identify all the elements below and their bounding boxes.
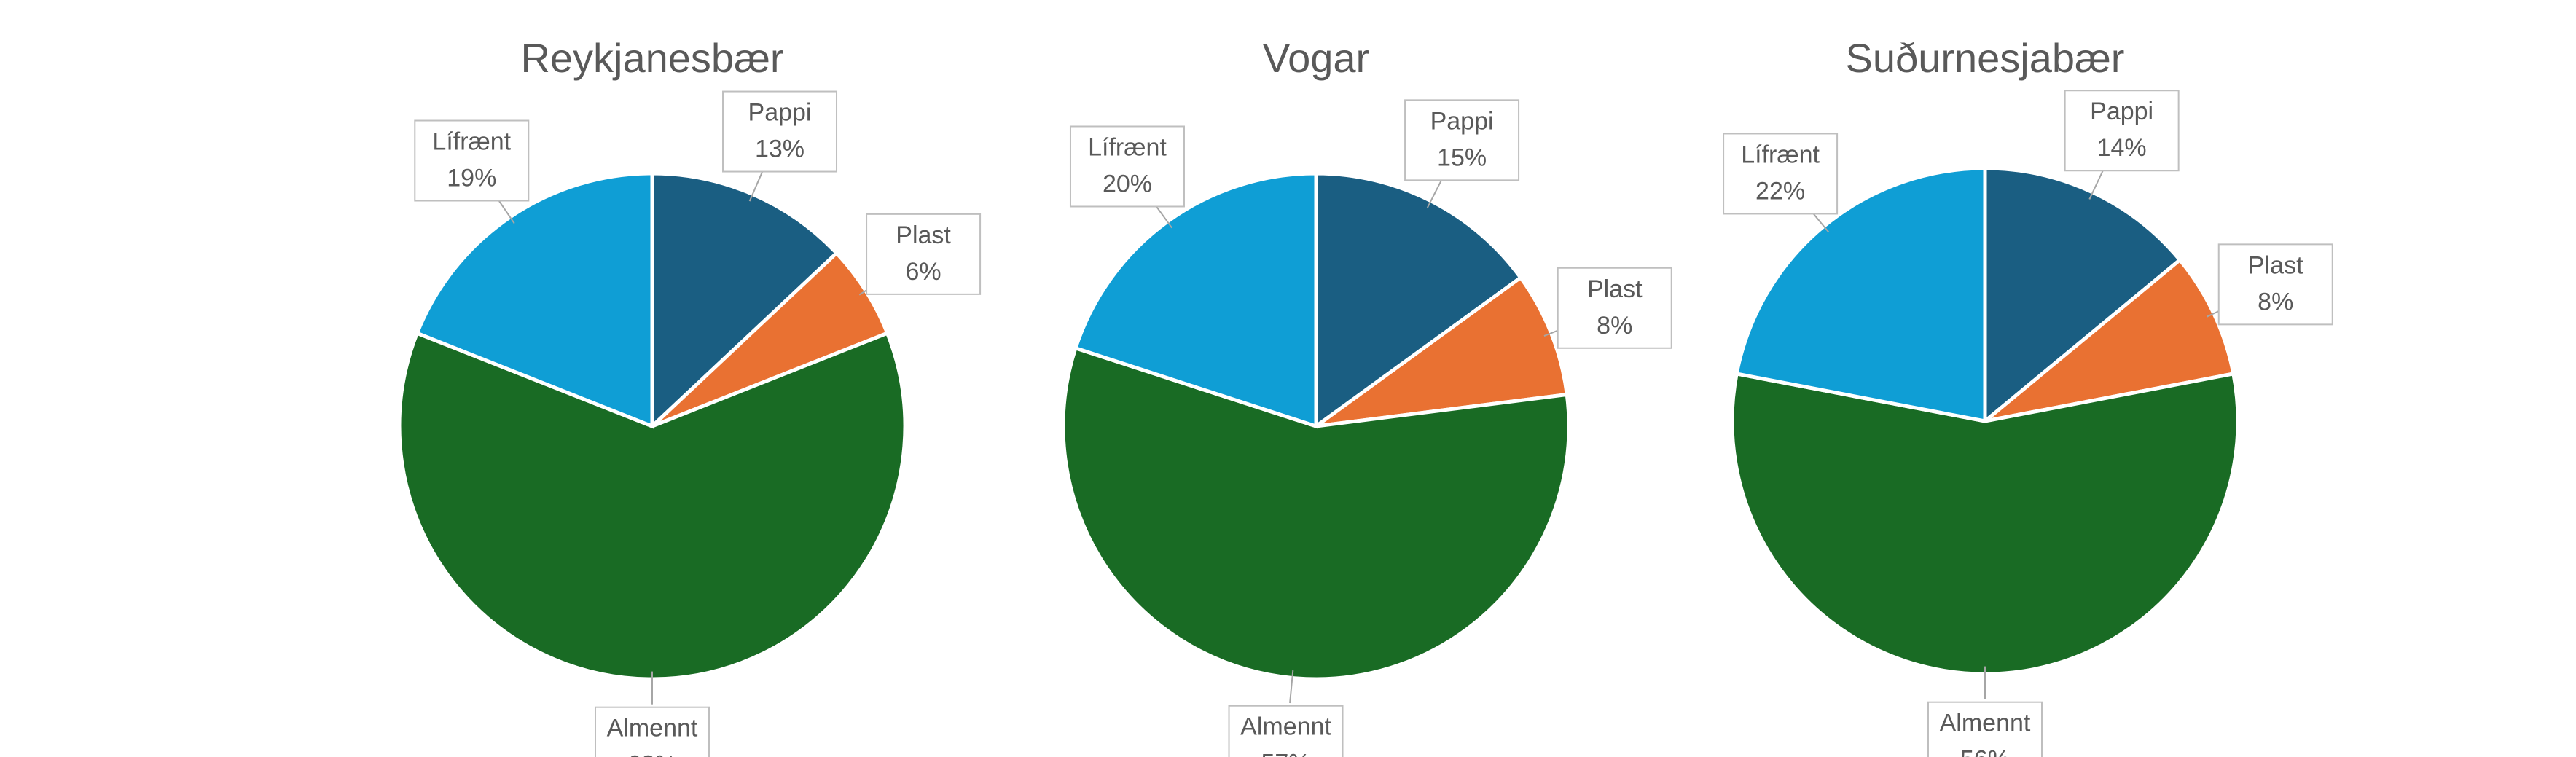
label-name: Almennt — [607, 715, 698, 742]
label-box — [1069, 125, 1185, 208]
leader-line — [1426, 178, 1444, 208]
label-value: 13% — [755, 136, 804, 163]
leader-line — [2088, 169, 2105, 200]
label-value: 19% — [447, 164, 496, 192]
label-value: 14% — [2097, 134, 2147, 162]
label-value: 8% — [1597, 312, 1632, 340]
label-box — [414, 119, 530, 202]
label-name: Lífrænt — [432, 128, 511, 155]
label-box — [2217, 243, 2333, 326]
label-value: 57% — [1261, 750, 1310, 757]
label-value: 62% — [627, 751, 677, 757]
label-name: Lífrænt — [1741, 141, 1820, 168]
label-name: Plast — [1587, 275, 1643, 303]
label-value: 15% — [1437, 144, 1487, 171]
label-box — [1228, 705, 1344, 757]
label-box — [866, 213, 982, 295]
label-box — [1723, 133, 1839, 215]
label-value: 22% — [1755, 177, 1805, 205]
label-box — [1404, 99, 1520, 181]
label-box — [2064, 90, 2180, 172]
label-value: 8% — [2258, 288, 2293, 315]
label-name: Plast — [896, 221, 951, 249]
label-name: Lífrænt — [1088, 133, 1167, 161]
label-box — [1927, 701, 2043, 757]
label-value: 56% — [1960, 746, 2010, 757]
label-box — [1557, 267, 1672, 349]
chart-title: Suðurnesjabær — [1846, 35, 2125, 81]
label-name: Almennt — [1940, 710, 2031, 737]
leader-line — [1289, 670, 1294, 704]
label-name: Pappi — [1430, 107, 1494, 135]
label-name: Almennt — [1240, 713, 1331, 741]
label-box — [595, 706, 710, 757]
chart-title: Reykjanesbær — [520, 35, 783, 81]
chart-title: Vogar — [1263, 35, 1369, 81]
label-name: Pappi — [748, 99, 812, 127]
label-name: Pappi — [2090, 98, 2153, 125]
label-value: 6% — [906, 258, 941, 286]
label-name: Plast — [2248, 251, 2303, 279]
label-box — [722, 90, 838, 173]
label-value: 20% — [1103, 170, 1152, 197]
leader-line — [748, 170, 764, 202]
